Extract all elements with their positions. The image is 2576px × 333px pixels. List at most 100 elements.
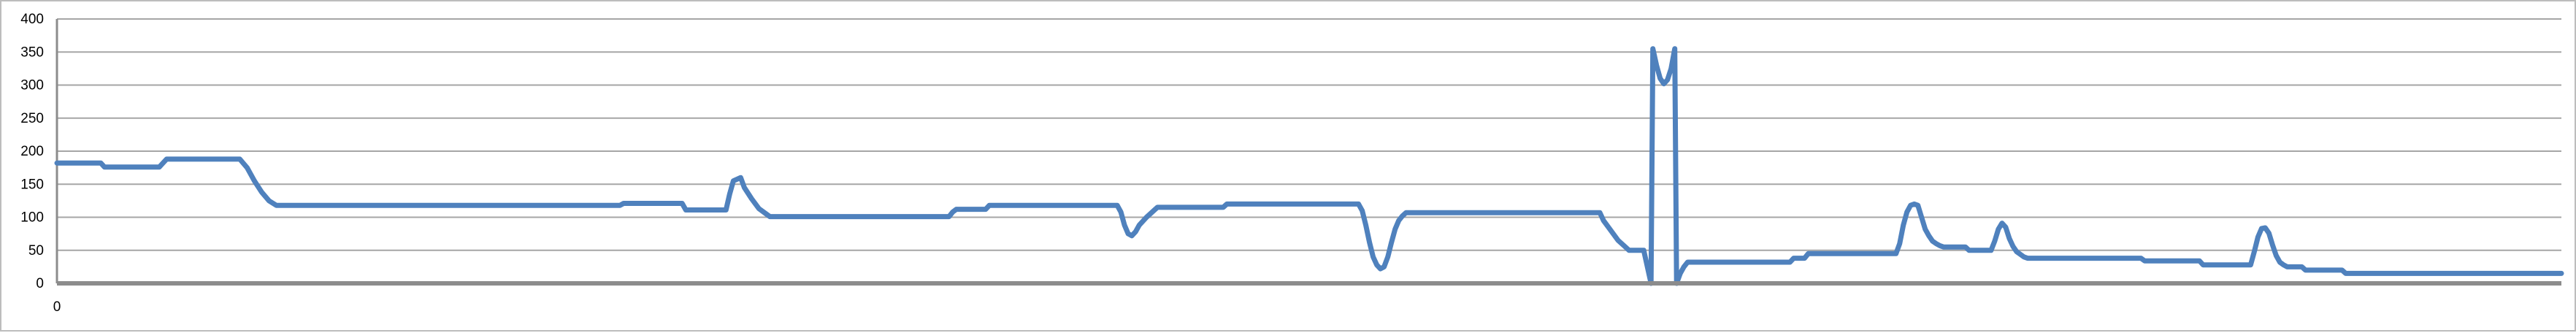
data-point bbox=[55, 161, 59, 166]
x-axis-tick-labels: 0 bbox=[53, 299, 61, 315]
series-line bbox=[54, 46, 2564, 286]
data-point bbox=[1926, 233, 1931, 238]
data-point bbox=[2025, 256, 2030, 261]
data-point bbox=[1999, 221, 2004, 226]
data-point bbox=[1802, 256, 1807, 261]
data-point bbox=[1678, 271, 1683, 276]
data-point bbox=[1966, 248, 1971, 253]
data-point bbox=[1609, 228, 1614, 233]
data-point bbox=[2288, 264, 2293, 269]
data-point bbox=[1650, 46, 1655, 51]
data-point bbox=[2255, 234, 2261, 240]
data-point bbox=[161, 161, 166, 166]
y-tick-label: 0 bbox=[36, 276, 44, 291]
data-point bbox=[1360, 208, 1365, 213]
data-point bbox=[1904, 210, 1909, 215]
data-point bbox=[2201, 262, 2206, 267]
data-point bbox=[767, 214, 773, 219]
data-point bbox=[1641, 248, 1647, 253]
y-tick-label: 350 bbox=[20, 45, 44, 60]
data-point bbox=[2252, 249, 2257, 254]
data-point bbox=[1897, 241, 1902, 246]
data-point bbox=[2142, 259, 2147, 264]
data-point bbox=[1389, 240, 1394, 245]
data-point bbox=[2010, 244, 2015, 249]
data-point bbox=[1155, 204, 1160, 210]
data-point bbox=[2139, 256, 2144, 261]
data-point bbox=[237, 156, 242, 161]
data-point bbox=[1126, 231, 1131, 237]
data-point bbox=[2266, 231, 2272, 236]
data-point bbox=[1963, 245, 1968, 250]
data-point bbox=[983, 207, 988, 212]
data-point bbox=[1392, 226, 1398, 231]
data-point bbox=[2263, 226, 2268, 230]
data-point bbox=[1661, 81, 1666, 86]
data-point bbox=[1654, 63, 1659, 68]
data-point bbox=[731, 178, 736, 183]
data-point bbox=[1806, 251, 1811, 256]
data-point bbox=[1367, 240, 1372, 245]
data-point bbox=[2259, 226, 2264, 231]
data-point bbox=[1385, 254, 1390, 259]
data-point bbox=[1363, 223, 1368, 228]
data-point bbox=[99, 161, 104, 166]
data-point bbox=[252, 178, 257, 183]
data-point bbox=[1937, 243, 1942, 248]
data-point bbox=[1992, 239, 1997, 244]
data-point bbox=[245, 165, 250, 170]
data-point bbox=[2248, 262, 2253, 267]
data-point bbox=[1919, 215, 1924, 220]
data-point bbox=[727, 191, 732, 196]
data-point bbox=[1133, 229, 1138, 234]
data-point bbox=[1668, 66, 1674, 71]
data-point bbox=[1122, 223, 1127, 228]
data-point bbox=[2285, 264, 2290, 269]
y-tick-label: 400 bbox=[20, 12, 44, 27]
data-point bbox=[1672, 46, 1677, 51]
y-tick-label: 200 bbox=[20, 144, 44, 159]
data-point bbox=[2197, 259, 2202, 264]
data-point bbox=[680, 201, 685, 206]
data-point bbox=[2274, 253, 2279, 258]
data-point bbox=[1787, 260, 1793, 264]
data-point bbox=[2270, 242, 2275, 248]
data-point bbox=[738, 175, 743, 180]
data-point bbox=[267, 198, 272, 203]
data-point bbox=[1144, 215, 1149, 220]
data-point bbox=[1381, 264, 1387, 269]
data-point bbox=[1930, 239, 1935, 244]
data-point bbox=[2339, 267, 2345, 272]
gridlines bbox=[57, 18, 2561, 251]
data-point bbox=[1996, 226, 2001, 231]
data-point bbox=[1221, 204, 1226, 210]
data-point bbox=[742, 185, 747, 190]
data-point bbox=[1403, 210, 1408, 215]
data-point bbox=[1645, 264, 1650, 269]
data-point bbox=[1915, 203, 1920, 208]
data-point bbox=[2006, 236, 2012, 241]
x-tick-label: 0 bbox=[53, 299, 61, 315]
data-point bbox=[1627, 248, 1632, 253]
data-point bbox=[1151, 208, 1157, 213]
data-point bbox=[1908, 203, 1913, 208]
data-point bbox=[157, 164, 162, 169]
y-tick-label: 250 bbox=[20, 111, 44, 126]
data-point bbox=[1941, 245, 1946, 250]
series-points bbox=[55, 46, 2564, 286]
y-tick-label: 50 bbox=[28, 243, 44, 259]
data-point bbox=[986, 203, 992, 208]
data-point bbox=[2281, 262, 2286, 267]
data-point bbox=[1623, 245, 1628, 250]
data-point bbox=[2014, 249, 2019, 254]
data-point bbox=[618, 203, 623, 208]
data-point bbox=[1598, 210, 1603, 215]
data-point bbox=[2559, 271, 2564, 276]
data-point bbox=[1933, 241, 1939, 246]
data-point bbox=[2003, 225, 2008, 230]
data-point bbox=[164, 156, 169, 161]
data-point bbox=[1893, 251, 1898, 256]
data-point bbox=[1137, 223, 1142, 228]
